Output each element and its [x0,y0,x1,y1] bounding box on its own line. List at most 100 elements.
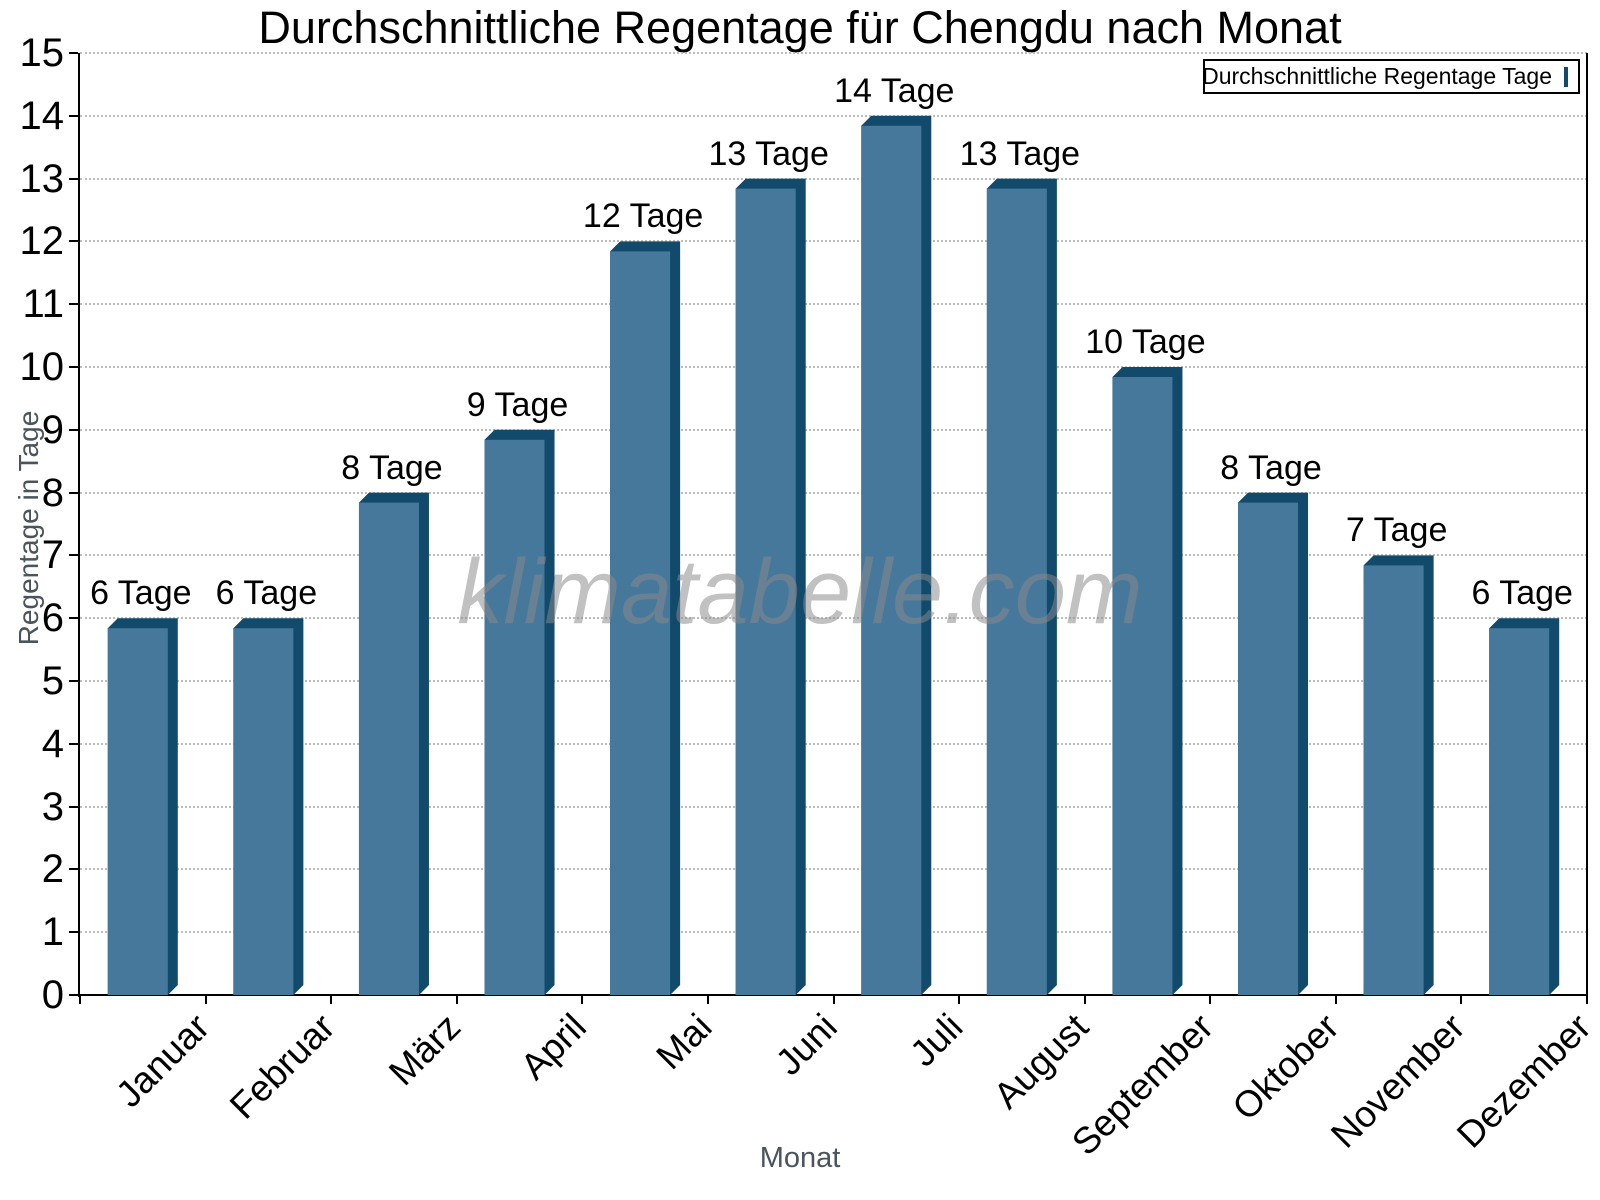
x-category-label: November [1322,1006,1473,1156]
y-axis-tick [69,617,78,620]
bar-value-label: 9 Tage [466,385,569,424]
x-axis-tick [832,995,835,1004]
y-axis-tick [69,931,78,934]
y-tick-label: 14 [19,93,65,138]
y-tick-label: 10 [19,345,65,389]
gridline [80,617,1587,620]
x-axis-tick [1460,995,1463,1004]
y-axis-tick [69,994,78,996]
y-axis-tick [69,303,78,306]
y-axis-tick [69,554,78,557]
bar-value-label: 12 Tage [582,197,704,236]
x-category-label: Februar [221,1006,343,1127]
bars-layer [107,115,1560,995]
x-category-label: Juli [902,1006,971,1075]
bar [610,251,671,995]
x-category-label: Mai [647,1006,720,1078]
y-tick-label: 7 [41,533,64,578]
x-axis-title: Monat [759,1142,841,1174]
bar [1489,628,1550,995]
bar-value-label: 7 Tage [1345,511,1448,550]
gridline [80,680,1587,682]
x-axis-tick [455,995,458,1004]
y-axis-tick [69,868,78,871]
bar [1112,377,1173,995]
chart-title: Durchschnittliche Regentage für Chengdu … [258,2,1342,53]
x-category-label: Januar [107,1006,217,1115]
x-axis-tick [1209,995,1212,1004]
y-tick-label: 0 [41,973,64,1017]
x-axis-tick [204,995,207,1004]
gridline [80,240,1587,243]
x-axis-tick [330,995,333,1004]
y-tick-label: 12 [19,219,65,264]
gridline [80,742,1587,745]
gridline [80,366,1587,368]
gridline [80,868,1587,871]
gridline [80,428,1587,431]
y-tick-label: 3 [41,784,64,829]
y-axis-tick [69,114,78,117]
y-axis-tick [69,428,78,431]
gridline [80,114,1587,117]
bar [861,125,922,995]
gridline [80,177,1587,180]
gridline [80,491,1587,494]
y-tick-label: 15 [19,31,65,75]
x-category-label: April [512,1006,594,1088]
legend-label: Durchschnittliche Regentage Tage [1202,63,1552,89]
x-category-label: Dezember [1448,1006,1599,1156]
gridline [80,52,1587,54]
bar [358,502,419,995]
bar-value-label: 14 Tage [834,71,955,110]
y-tick-label: 1 [41,910,64,955]
legend: Durchschnittliche Regentage Tage [1202,59,1580,94]
y-axis-line [78,53,80,997]
x-axis-tick [581,995,584,1004]
legend-swatch-icon [1564,66,1568,87]
x-category-label: August [985,1006,1096,1117]
y-axis-tick [69,805,78,808]
bar-value-label: 13 Tage [708,134,829,173]
y-axis-tick [69,491,78,494]
y-axis-tick [69,366,78,368]
x-axis-tick [79,995,81,1004]
bar-value-label: 13 Tage [959,134,1081,173]
bar [735,188,796,995]
y-tick-label: 9 [41,407,64,452]
y-tick-label: 8 [41,470,64,515]
bar [107,628,168,995]
y-axis-tick [69,177,78,180]
y-axis-tick [69,680,78,682]
plot-right-border [1586,53,1588,997]
bar [1238,502,1299,995]
x-axis-tick [1334,995,1337,1004]
y-axis-tick [69,52,78,54]
y-tick-label: 2 [41,847,64,892]
x-category-label: Oktober [1224,1006,1348,1129]
y-tick-label: 4 [41,721,64,766]
bar [233,628,294,995]
bar-value-label: 6 Tage [215,574,318,613]
gridline [80,303,1587,306]
gridline [80,931,1587,934]
bar-value-label: 8 Tage [1220,448,1322,487]
x-axis-tick [1083,995,1086,1004]
y-tick-label: 13 [19,156,65,201]
bar [1363,565,1424,995]
x-axis-tick [958,995,961,1004]
bar [484,439,545,995]
gridline [80,805,1587,808]
bar-value-label: 10 Tage [1085,323,1206,361]
y-tick-label: 5 [41,659,64,703]
y-tick-label: 11 [22,282,64,327]
bar [986,188,1047,995]
y-axis-tick [69,240,78,243]
x-category-label: März [380,1006,468,1094]
x-category-label: Juni [767,1006,845,1083]
y-tick-label: 6 [41,596,64,641]
x-axis-tick [1586,995,1588,1004]
bar-value-label: 6 Tage [90,574,192,613]
bar-value-label: 6 Tage [1471,574,1573,613]
